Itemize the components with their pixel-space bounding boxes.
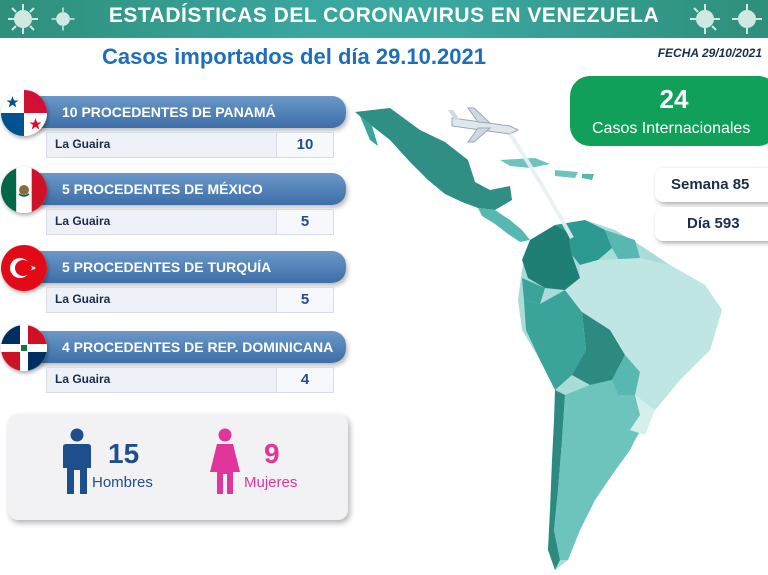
total-cases-count: 24 [659,84,689,114]
origin-header-bar: 5 PROCEDENTES DE TURQUÍA [24,251,346,283]
men-label: Hombres [92,474,153,491]
panama-flag-icon [1,90,47,136]
case-count: 10 [276,133,333,157]
subtitle: Casos importados del día 29.10.2021 [102,44,486,69]
state-row: La Guaira 5 [46,209,334,235]
origin-header-text: 5 PROCEDENTES DE TURQUÍA [62,259,272,275]
origin-header-bar: 4 PROCEDENTES DE REP. DOMINICANA [24,331,346,363]
day-badge: Día 593 [655,207,768,241]
case-count: 5 [276,288,333,312]
origin-header-text: 4 PROCEDENTES DE REP. DOMINICANA [62,339,334,355]
airplane-icon [448,107,520,143]
woman-icon [210,428,240,494]
origin-entry-mexico: 5 PROCEDENTES DE MÉXICO La Guaira 5 [0,167,360,243]
origin-header-bar: 10 PROCEDENTES DE PANAMÁ [24,96,346,128]
origin-header-text: 10 PROCEDENTES DE PANAMÁ [62,104,276,120]
gender-summary-box: 15 Hombres 9 Mujeres [8,414,348,520]
state-row: La Guaira 4 [46,367,334,393]
virus-icon [690,4,720,34]
virus-icon [732,4,762,34]
origin-entry-panama: 10 PROCEDENTES DE PANAMÁ La Guaira 10 [0,90,360,166]
virus-icon [8,4,38,34]
virus-icon [51,7,75,31]
case-count: 4 [276,368,333,392]
origin-entry-turkey: 5 PROCEDENTES DE TURQUÍA La Guaira 5 [0,245,360,321]
dominican-republic-flag-icon [1,325,47,371]
women-count: 9 [264,438,280,469]
mexico-flag-icon [1,167,47,213]
origin-header-bar: 5 PROCEDENTES DE MÉXICO [24,173,346,205]
state-row: La Guaira 10 [46,132,334,158]
week-badge: Semana 85 [655,168,768,202]
men-count: 15 [108,438,140,469]
total-cases-box: 24 Casos Internacionales [570,76,768,146]
turkey-flag-icon [1,245,47,291]
total-cases-label: Casos Internacionales [592,120,751,137]
origin-header-text: 5 PROCEDENTES DE MÉXICO [62,181,263,197]
state-label: La Guaira [55,292,111,306]
latin-america-map [355,107,722,570]
state-label: La Guaira [55,137,111,151]
header-banner: ESTADÍSTICAS DEL CORONAVIRUS EN VENEZUEL… [0,0,768,38]
page-title: ESTADÍSTICAS DEL CORONAVIRUS EN VENEZUEL… [108,4,660,27]
state-label: La Guaira [55,372,111,386]
man-icon [63,428,91,494]
date-label: FECHA 29/10/2021 [657,46,762,60]
origin-entry-dominican-republic: 4 PROCEDENTES DE REP. DOMINICANA La Guai… [0,325,360,401]
state-row: La Guaira 5 [46,287,334,313]
state-label: La Guaira [55,214,111,228]
case-count: 5 [276,210,333,234]
women-label: Mujeres [244,474,298,491]
